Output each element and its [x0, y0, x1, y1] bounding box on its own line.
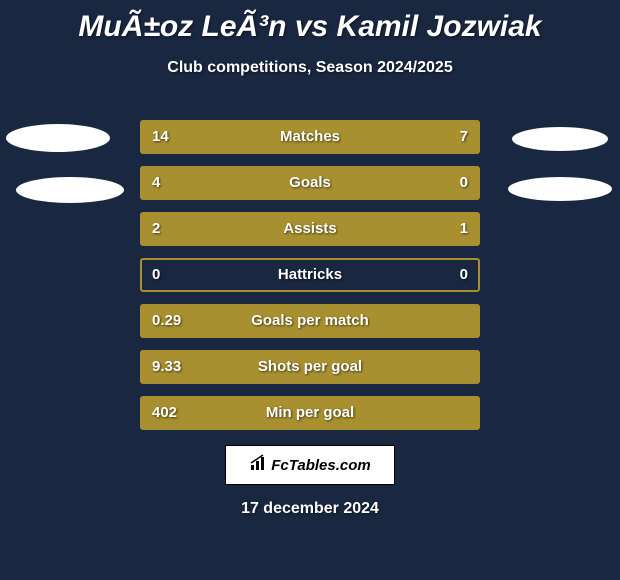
stat-value-left: 2	[152, 214, 160, 244]
stat-label: Shots per goal	[142, 352, 478, 382]
stat-value-left: 0.29	[152, 306, 181, 336]
date-label: 17 december 2024	[0, 500, 620, 518]
stat-value-left: 14	[152, 122, 169, 152]
stat-value-right: 0	[460, 168, 468, 198]
stat-row: Assists2 1	[140, 212, 480, 246]
stat-row: Shots per goal9.33	[140, 350, 480, 384]
stat-value-right: 0	[460, 260, 468, 290]
stat-value-left: 402	[152, 398, 177, 428]
stat-label: Assists	[142, 214, 478, 244]
stat-value-right: 1	[460, 214, 468, 244]
stat-label: Goals	[142, 168, 478, 198]
stat-row: Goals4 0	[140, 166, 480, 200]
logo-text: FcTables.com	[271, 457, 370, 474]
stat-label: Hattricks	[142, 260, 478, 290]
stat-value-left: 4	[152, 168, 160, 198]
stat-value-left: 9.33	[152, 352, 181, 382]
stat-label: Goals per match	[142, 306, 478, 336]
stat-value-right: 7	[460, 122, 468, 152]
stat-row: Goals per match0.29	[140, 304, 480, 338]
logo-box: FcTables.com	[225, 445, 395, 485]
chart-icon	[249, 454, 267, 477]
stat-row: Hattricks0 0	[140, 258, 480, 292]
page-title: MuÃ±oz LeÃ³n vs Kamil Jozwiak	[0, 0, 620, 44]
stat-row: Matches14 7	[140, 120, 480, 154]
player-right-avatar-1	[512, 127, 608, 151]
stat-label: Matches	[142, 122, 478, 152]
stat-row: Min per goal402	[140, 396, 480, 430]
stat-value-left: 0	[152, 260, 160, 290]
stat-label: Min per goal	[142, 398, 478, 428]
player-left-avatar-1	[6, 124, 110, 152]
stats-comparison-chart: Matches147Goals40Assists21Hattricks00Goa…	[140, 120, 480, 442]
subtitle: Club competitions, Season 2024/2025	[0, 59, 620, 77]
player-left-avatar-2	[16, 177, 124, 203]
player-right-avatar-2	[508, 177, 612, 201]
